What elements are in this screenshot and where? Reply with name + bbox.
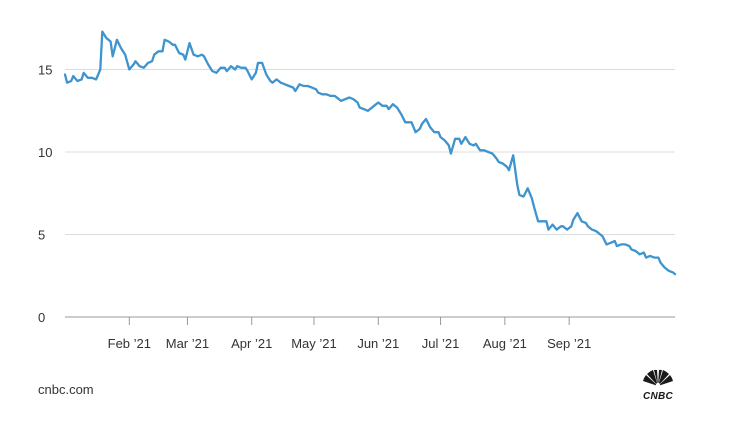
x-axis: Feb ’21 Mar ’21 Apr ’21 May ’21 Jun ’21 Jul ’… xyxy=(108,317,591,351)
y-tick-label: 10 xyxy=(38,145,52,160)
x-tick-label: Aug ’21 xyxy=(483,336,527,351)
x-tick-label: Apr ’21 xyxy=(231,336,272,351)
x-tick-label: Feb ’21 xyxy=(108,336,151,351)
x-tick-label: Jun ’21 xyxy=(357,336,399,351)
source-credit: cnbc.com xyxy=(38,382,94,397)
x-tick-label: Jul ’21 xyxy=(422,336,460,351)
y-tick-label: 5 xyxy=(38,228,45,243)
y-tick-label: 0 xyxy=(38,310,45,325)
peacock-icon xyxy=(643,369,673,388)
series-line xyxy=(63,30,677,276)
y-tick-label: 15 xyxy=(38,63,52,78)
y-axis-labels: 0 5 10 15 xyxy=(38,63,52,326)
x-tick-label: May ’21 xyxy=(291,336,337,351)
cnbc-logo: CNBC xyxy=(643,369,674,401)
logo-wordmark: CNBC xyxy=(643,391,674,401)
x-tick-label: Sep ’21 xyxy=(547,336,591,351)
gridlines xyxy=(65,69,675,318)
x-tick-label: Mar ’21 xyxy=(166,336,209,351)
